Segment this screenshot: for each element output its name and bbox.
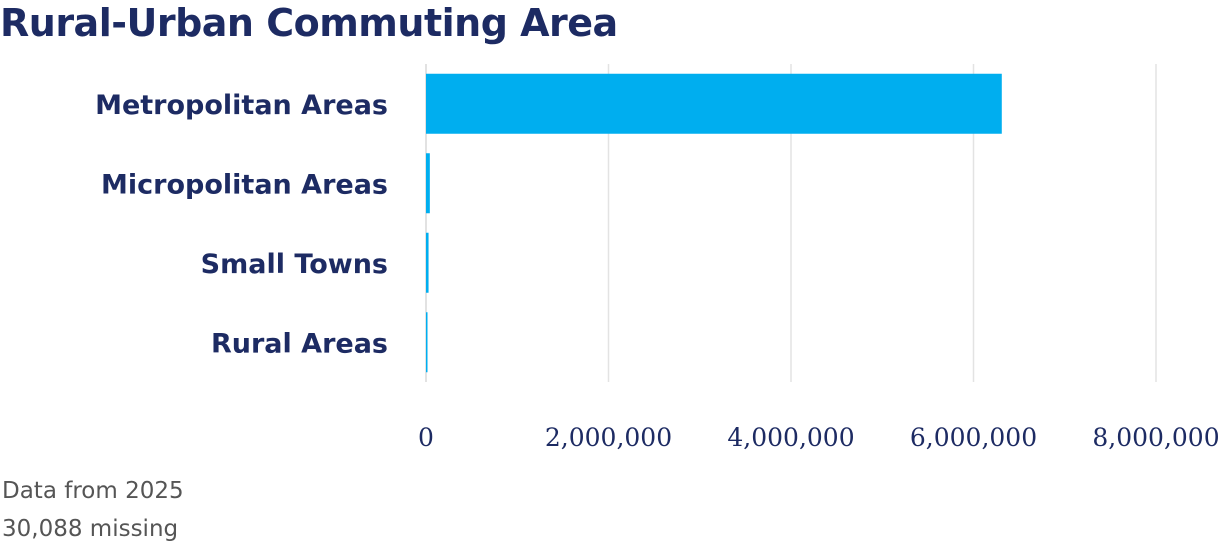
x-tick-label: 2,000,000	[545, 423, 672, 452]
bar	[426, 312, 428, 373]
bar	[426, 153, 430, 214]
bar-layer	[426, 73, 1002, 373]
x-tick-label: 6,000,000	[910, 423, 1037, 452]
x-tick-label: 0	[418, 423, 434, 452]
data-year-note: Data from 2025	[2, 478, 184, 504]
category-labels: Metropolitan Areas Micropolitan Areas Smal…	[95, 90, 388, 360]
bar-chart: Metropolitan Areas Micropolitan Areas Smal…	[95, 64, 1220, 452]
category-label: Metropolitan Areas	[95, 90, 388, 121]
bar	[426, 73, 1002, 134]
missing-count-note: 30,088 missing	[2, 516, 179, 542]
category-label: Micropolitan Areas	[101, 169, 388, 200]
x-tick-label: 8,000,000	[1092, 423, 1219, 452]
category-label: Small Towns	[201, 249, 388, 280]
x-tick-label: 4,000,000	[727, 423, 854, 452]
chart-title: Rural-Urban Commuting Area	[0, 1, 618, 45]
bar	[426, 232, 429, 293]
x-axis-ticks: 0 2,000,000 4,000,000 6,000,000 8,000,000	[418, 423, 1220, 452]
category-label: Rural Areas	[211, 328, 388, 359]
